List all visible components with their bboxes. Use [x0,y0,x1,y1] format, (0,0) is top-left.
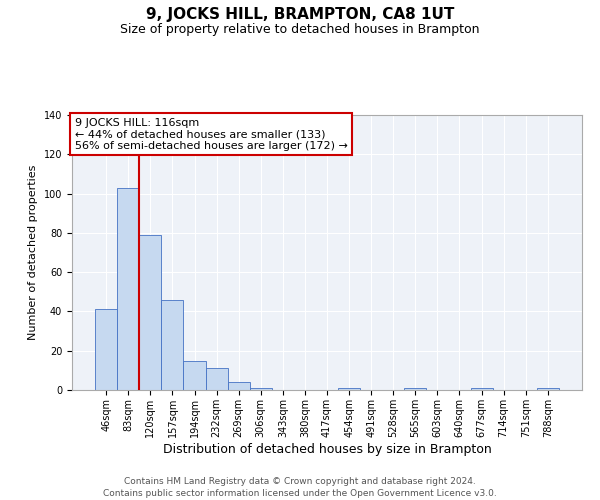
Text: Contains HM Land Registry data © Crown copyright and database right 2024.
Contai: Contains HM Land Registry data © Crown c… [103,476,497,498]
Bar [184,360,206,390]
Bar [139,235,161,390]
Bar [470,388,493,390]
Text: Size of property relative to detached houses in Brampton: Size of property relative to detached ho… [120,22,480,36]
Bar [537,388,559,390]
Bar [161,300,184,390]
Bar [206,368,227,390]
Bar [338,388,360,390]
Text: 9, JOCKS HILL, BRAMPTON, CA8 1UT: 9, JOCKS HILL, BRAMPTON, CA8 1UT [146,8,454,22]
X-axis label: Distribution of detached houses by size in Brampton: Distribution of detached houses by size … [163,442,491,456]
Bar [227,382,250,390]
Y-axis label: Number of detached properties: Number of detached properties [28,165,38,340]
Bar [250,388,272,390]
Bar [117,188,139,390]
Bar [404,388,427,390]
Text: 9 JOCKS HILL: 116sqm
← 44% of detached houses are smaller (133)
56% of semi-deta: 9 JOCKS HILL: 116sqm ← 44% of detached h… [74,118,347,151]
Bar [95,310,117,390]
